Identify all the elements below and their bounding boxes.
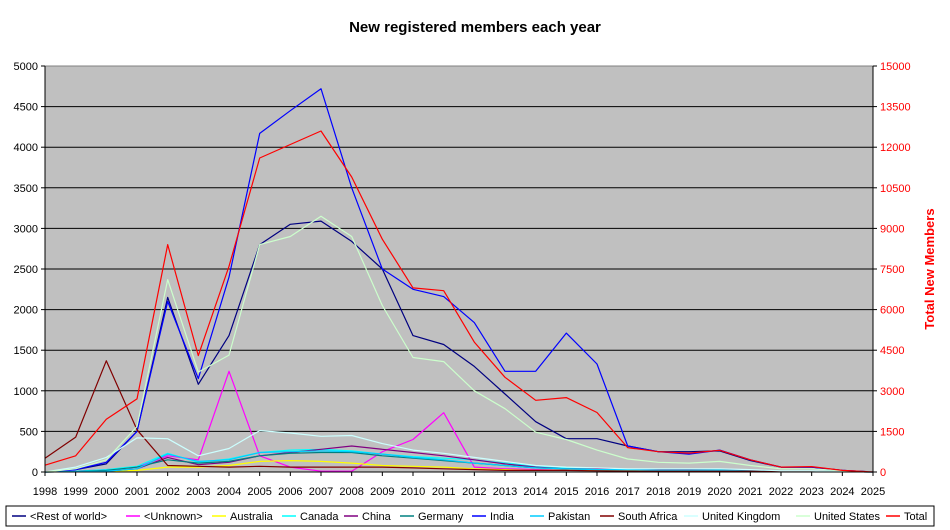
legend-box — [5, 505, 935, 527]
series-line-pakistan — [44, 450, 874, 473]
y-tick-label-left: 2000 — [14, 305, 38, 317]
y-tick-label-left: 500 — [20, 426, 38, 438]
x-tick-label: 2003 — [186, 486, 210, 498]
x-tick-label: 2002 — [155, 486, 179, 498]
x-tick-label: 2007 — [309, 486, 333, 498]
y-tick-label-left: 3500 — [14, 183, 38, 195]
x-tick-label: 2011 — [432, 486, 456, 498]
y-tick-label-left: 0 — [32, 467, 38, 479]
legend-label-australia: Australia — [230, 511, 274, 523]
series-line-united-states — [44, 215, 874, 473]
series-line-south-africa — [44, 360, 874, 473]
y-axis-left: 0 500 1000 1500 2000 2500 3000 3500 4000 4500 5000 — [14, 61, 46, 479]
x-tick-label: 2016 — [585, 486, 609, 498]
y-tick-label-right: 0 — [880, 467, 886, 479]
y-tick-label-left: 1500 — [14, 345, 38, 357]
x-tick-label: 2017 — [615, 486, 639, 498]
legend-label-total: Total — [904, 511, 927, 523]
x-tick-label: 1998 — [33, 486, 57, 498]
y-tick-label-right: 7500 — [880, 264, 904, 276]
x-tick-label: 2012 — [462, 486, 486, 498]
y-tick-label-left: 4000 — [14, 142, 38, 154]
x-tick-label: 2019 — [677, 486, 701, 498]
legend-label-united-kingdom: United Kingdom — [702, 511, 780, 523]
x-tick-label: 2008 — [339, 486, 363, 498]
legend-label-united-states: United States — [814, 511, 881, 523]
y-tick-label-right: 10500 — [880, 183, 911, 195]
y-tick-label-left: 1000 — [14, 386, 38, 398]
series-lines — [44, 88, 874, 473]
x-tick-label: 2025 — [861, 486, 885, 498]
x-tick-label: 2009 — [370, 486, 394, 498]
legend-label-rest-of-world: <Rest of world> — [30, 511, 107, 523]
legend-label-pakistan: Pakistan — [548, 511, 590, 523]
legend: <Rest of world> <Unknown> Australia Canada C… — [12, 511, 927, 523]
legend-label-unknown: <Unknown> — [144, 511, 203, 523]
x-tick-label: 2001 — [125, 486, 149, 498]
y-axis-right: 0 1500 3000 4500 6000 7500 9000 10500 12000 13500… — [872, 61, 911, 479]
y-tick-label-left: 4500 — [14, 102, 38, 114]
legend-label-canada: Canada — [300, 511, 339, 523]
y-tick-label-right: 12000 — [880, 142, 911, 154]
legend-label-india: India — [490, 511, 515, 523]
x-tick-label: 2006 — [278, 486, 302, 498]
x-tick-label: 2000 — [94, 486, 118, 498]
y-tick-label-left: 5000 — [14, 61, 38, 73]
x-tick-label: 2010 — [401, 486, 425, 498]
x-tick-label: 2018 — [646, 486, 670, 498]
x-tick-label: 2022 — [769, 486, 793, 498]
series-line-united-kingdom — [44, 430, 874, 473]
y-tick-label-right: 13500 — [880, 102, 911, 114]
y-tick-label-left: 2500 — [14, 264, 38, 276]
x-tick-label: 2014 — [523, 486, 547, 498]
y-tick-label-right: 15000 — [880, 61, 911, 73]
x-tick-label: 2020 — [707, 486, 731, 498]
legend-label-south-africa: South Africa — [618, 511, 678, 523]
y-tick-label-right: 3000 — [880, 386, 904, 398]
y-tick-label-right: 6000 — [880, 305, 904, 317]
grid-lines — [45, 106, 873, 432]
y-tick-label-right: 1500 — [880, 426, 904, 438]
x-tick-label: 2004 — [217, 486, 241, 498]
x-axis: 1998 1999 2000 2001 2002 2003 2004 2005 2006 2007… — [33, 471, 885, 498]
legend-label-germany: Germany — [418, 511, 464, 523]
x-tick-label: 2005 — [247, 486, 271, 498]
series-line-total — [44, 130, 874, 473]
x-tick-label: 2015 — [554, 486, 578, 498]
x-tick-label: 1999 — [63, 486, 87, 498]
y-tick-label-right: 4500 — [880, 345, 904, 357]
x-tick-label: 2021 — [738, 486, 762, 498]
y-tick-label-right: 9000 — [880, 223, 904, 235]
x-tick-label: 2023 — [799, 486, 823, 498]
x-tick-label: 2024 — [830, 486, 854, 498]
x-tick-label: 2013 — [493, 486, 517, 498]
chart-title: New registered members each year — [349, 19, 601, 36]
legend-label-china: China — [362, 511, 392, 523]
y-axis-right-label: Total New Members — [922, 208, 937, 329]
y-tick-label-left: 3000 — [14, 223, 38, 235]
